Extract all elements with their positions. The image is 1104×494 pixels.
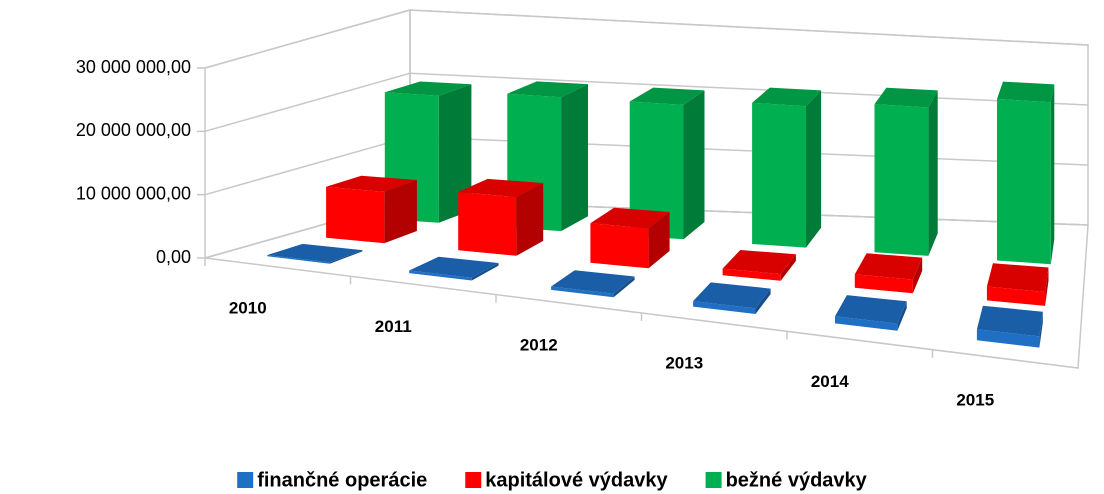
- bar: [693, 282, 771, 314]
- y-tick-label: 30 000 000,00: [76, 57, 191, 77]
- y-tick-label: 0,00: [156, 247, 191, 267]
- bar: [752, 87, 822, 248]
- legend: finančné operácie kapitálové výdavky bežné…: [237, 469, 868, 491]
- bar-side: [912, 257, 923, 294]
- bar-front: [693, 301, 756, 314]
- bar-top: [629, 87, 705, 105]
- bar-top: [267, 243, 363, 263]
- bar-front: [835, 316, 898, 331]
- grid-line: [204, 72, 1089, 133]
- bar-front: [854, 274, 913, 294]
- legend-label: bežné výdavky: [726, 469, 868, 491]
- bar-side: [1045, 267, 1049, 306]
- bar-side: [613, 276, 635, 298]
- bar-front: [874, 104, 929, 256]
- bar-top: [551, 270, 635, 294]
- bar: [267, 243, 363, 264]
- x-tick-label: 2014: [811, 372, 849, 391]
- bar: [997, 81, 1055, 265]
- bar: [326, 175, 417, 244]
- bar: [835, 295, 907, 331]
- x-tick-label: 2010: [229, 299, 267, 318]
- bar-top: [835, 295, 907, 324]
- bar: [986, 263, 1049, 306]
- bar-top: [854, 253, 923, 280]
- bar-top: [693, 282, 771, 309]
- legend-swatch: [705, 472, 722, 488]
- bar-top: [976, 305, 1043, 337]
- bar-front: [267, 255, 330, 264]
- bar-side: [471, 263, 499, 281]
- bar-side: [516, 183, 544, 256]
- bar-top: [507, 81, 588, 98]
- bar: [722, 250, 796, 281]
- bar: [976, 305, 1043, 348]
- bar-side: [648, 212, 670, 269]
- bar-side: [1039, 311, 1043, 348]
- bar-side: [561, 84, 588, 232]
- legend-label: finančné operácie: [257, 469, 427, 491]
- bar-top: [722, 250, 796, 275]
- bar-top: [384, 81, 472, 96]
- bar-top: [590, 207, 670, 229]
- bar-top: [752, 87, 822, 107]
- bar-front: [326, 186, 385, 244]
- bar-side: [928, 90, 938, 256]
- bar-side: [438, 84, 472, 223]
- x-tick-label: 2011: [375, 317, 412, 336]
- y-tick-label: 10 000 000,00: [76, 183, 191, 203]
- bar-front: [986, 286, 1046, 306]
- bar: [629, 87, 705, 240]
- bar-top: [458, 178, 544, 198]
- legend-swatch: [465, 472, 482, 488]
- bar: [874, 87, 938, 256]
- bar-side: [1050, 84, 1055, 265]
- x-tick-label: 2015: [956, 390, 994, 409]
- bar: [854, 253, 923, 294]
- y-tick-label: 20 000 000,00: [76, 120, 191, 140]
- bar-top: [986, 263, 1049, 292]
- bar-side: [806, 90, 822, 248]
- bar-front: [997, 98, 1051, 265]
- x-tick-label: 2012: [520, 335, 558, 354]
- bar-front: [629, 101, 684, 240]
- bar-side: [780, 254, 796, 281]
- bar-front: [976, 329, 1040, 348]
- bar: [590, 207, 670, 269]
- bar-side: [329, 250, 363, 264]
- x-tick-label: 2013: [665, 354, 703, 373]
- bar-top: [409, 256, 499, 278]
- bar: [409, 256, 499, 281]
- bar-top: [874, 87, 938, 108]
- legend-swatch: [237, 472, 254, 488]
- bar-front: [409, 270, 472, 281]
- grid-line: [204, 9, 1089, 69]
- legend-label: kapitálové výdavky: [485, 469, 668, 491]
- bar: [458, 178, 544, 256]
- bar-side: [755, 288, 771, 314]
- bar-top: [997, 81, 1055, 103]
- bar-front: [458, 192, 517, 256]
- bar-front: [752, 102, 806, 248]
- bar-front: [551, 286, 614, 298]
- bar-side: [683, 90, 705, 240]
- bar-side: [384, 180, 417, 244]
- bar-side: [897, 301, 907, 331]
- bar-front: [722, 268, 781, 281]
- bar: [551, 270, 635, 298]
- bar-top: [326, 175, 417, 192]
- bar-front: [590, 223, 649, 269]
